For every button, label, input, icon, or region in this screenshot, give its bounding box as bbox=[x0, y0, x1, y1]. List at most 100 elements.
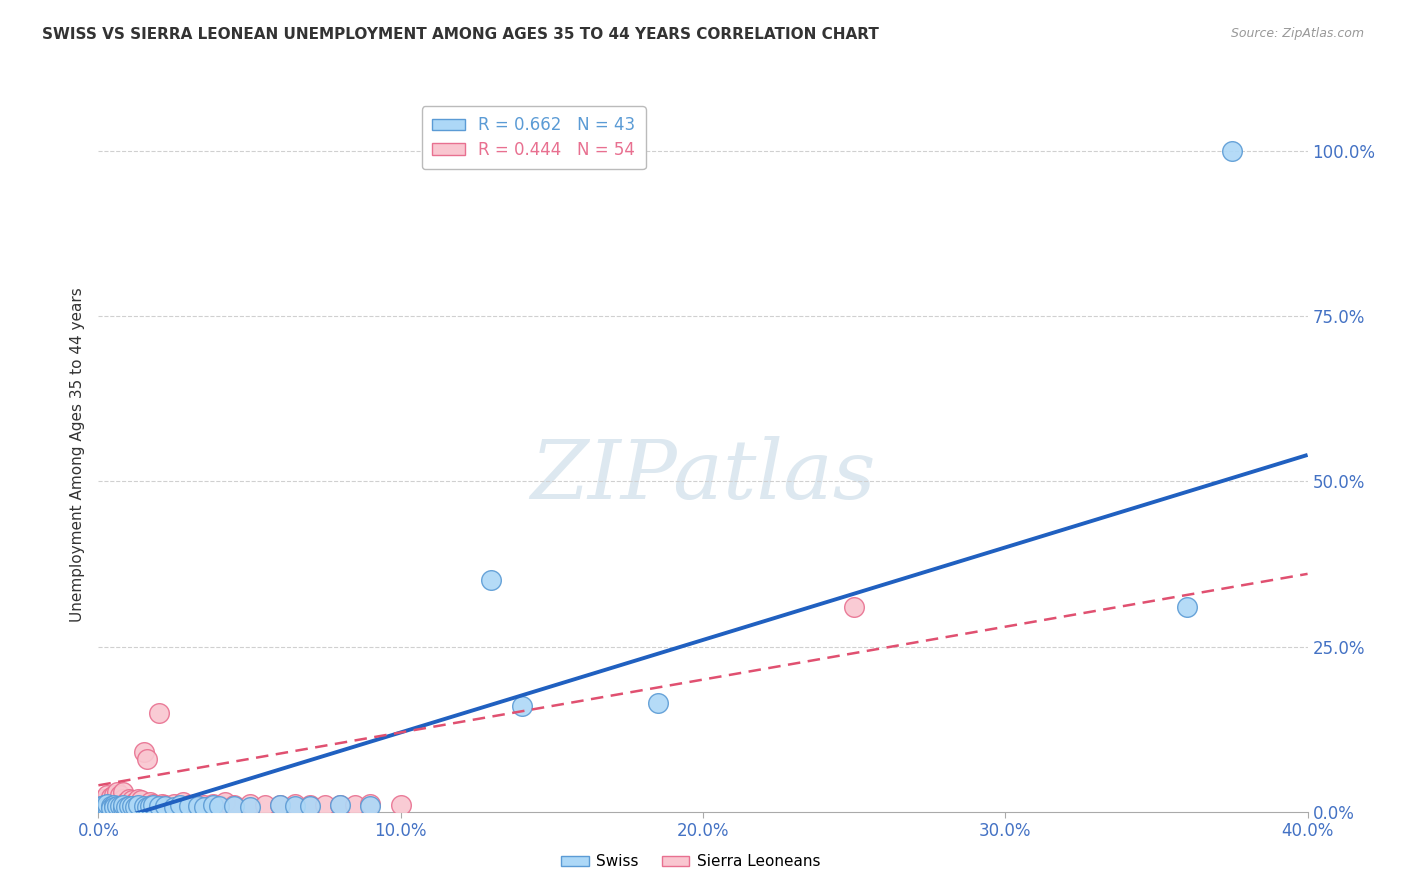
Point bbox=[93, 795, 115, 809]
Point bbox=[314, 798, 336, 813]
Point bbox=[114, 795, 136, 809]
Point bbox=[121, 798, 143, 813]
Point bbox=[269, 798, 291, 813]
Point bbox=[214, 795, 236, 809]
Point bbox=[299, 799, 322, 814]
Point bbox=[111, 791, 134, 805]
Point bbox=[142, 798, 165, 813]
Point bbox=[124, 795, 146, 809]
Point bbox=[108, 799, 131, 814]
Point bbox=[135, 800, 157, 814]
Point bbox=[114, 800, 136, 814]
Point bbox=[148, 798, 170, 813]
Point bbox=[163, 797, 186, 811]
Point bbox=[360, 797, 382, 811]
Point bbox=[105, 785, 128, 799]
Point bbox=[103, 798, 125, 813]
Point bbox=[93, 798, 115, 813]
Point bbox=[111, 785, 134, 799]
Point bbox=[103, 798, 125, 813]
Point bbox=[139, 795, 162, 809]
Point bbox=[93, 801, 115, 815]
Point bbox=[103, 793, 125, 807]
Point bbox=[90, 799, 112, 814]
Point bbox=[193, 798, 215, 813]
Point bbox=[360, 798, 382, 813]
Point bbox=[153, 798, 176, 813]
Point bbox=[169, 798, 191, 813]
Point bbox=[142, 797, 165, 811]
Point bbox=[118, 799, 141, 814]
Point bbox=[100, 799, 122, 814]
Point bbox=[163, 800, 186, 814]
Point bbox=[844, 599, 866, 614]
Point bbox=[208, 798, 231, 813]
Point bbox=[111, 798, 134, 813]
Point bbox=[193, 800, 215, 814]
Point bbox=[239, 800, 262, 814]
Point bbox=[179, 798, 201, 813]
Point bbox=[284, 797, 307, 811]
Point bbox=[148, 799, 170, 814]
Point bbox=[105, 798, 128, 813]
Point bbox=[127, 791, 149, 805]
Point bbox=[150, 797, 173, 811]
Point bbox=[202, 797, 225, 811]
Point bbox=[299, 798, 322, 813]
Point bbox=[139, 798, 162, 813]
Point bbox=[389, 798, 412, 813]
Point bbox=[184, 797, 207, 811]
Point bbox=[329, 798, 352, 813]
Point bbox=[118, 797, 141, 811]
Point bbox=[127, 798, 149, 813]
Point bbox=[224, 799, 246, 814]
Text: Source: ZipAtlas.com: Source: ZipAtlas.com bbox=[1230, 27, 1364, 40]
Point bbox=[96, 800, 118, 814]
Point bbox=[510, 698, 533, 713]
Point bbox=[187, 798, 209, 813]
Point bbox=[132, 799, 155, 814]
Point bbox=[100, 795, 122, 809]
Point bbox=[647, 696, 669, 710]
Point bbox=[96, 793, 118, 807]
Legend: Swiss, Sierra Leoneans: Swiss, Sierra Leoneans bbox=[555, 848, 827, 875]
Point bbox=[108, 788, 131, 802]
Point bbox=[103, 800, 125, 814]
Point bbox=[135, 752, 157, 766]
Point bbox=[329, 798, 352, 813]
Point bbox=[121, 793, 143, 807]
Point bbox=[202, 798, 225, 813]
Y-axis label: Unemployment Among Ages 35 to 44 years: Unemployment Among Ages 35 to 44 years bbox=[70, 287, 86, 623]
Point bbox=[103, 788, 125, 802]
Point bbox=[124, 800, 146, 814]
Point bbox=[90, 797, 112, 811]
Point bbox=[344, 798, 367, 813]
Point bbox=[100, 790, 122, 805]
Point bbox=[93, 798, 115, 813]
Point bbox=[253, 798, 276, 813]
Point bbox=[105, 795, 128, 809]
Point bbox=[111, 801, 134, 815]
Point bbox=[129, 793, 152, 807]
Point bbox=[269, 798, 291, 813]
Point bbox=[239, 797, 262, 811]
Point bbox=[96, 797, 118, 811]
Point bbox=[284, 798, 307, 813]
Point bbox=[148, 706, 170, 720]
Point bbox=[93, 791, 115, 805]
Point bbox=[224, 798, 246, 813]
Text: SWISS VS SIERRA LEONEAN UNEMPLOYMENT AMONG AGES 35 TO 44 YEARS CORRELATION CHART: SWISS VS SIERRA LEONEAN UNEMPLOYMENT AMO… bbox=[42, 27, 879, 42]
Point bbox=[481, 574, 503, 588]
Point bbox=[96, 788, 118, 802]
Point bbox=[172, 795, 194, 809]
Point bbox=[1220, 144, 1243, 158]
Point bbox=[208, 798, 231, 813]
Point bbox=[96, 797, 118, 811]
Text: ZIPatlas: ZIPatlas bbox=[530, 436, 876, 516]
Point bbox=[153, 798, 176, 813]
Point bbox=[179, 799, 201, 814]
Point bbox=[108, 793, 131, 807]
Point bbox=[90, 799, 112, 814]
Point bbox=[132, 745, 155, 759]
Point bbox=[100, 801, 122, 815]
